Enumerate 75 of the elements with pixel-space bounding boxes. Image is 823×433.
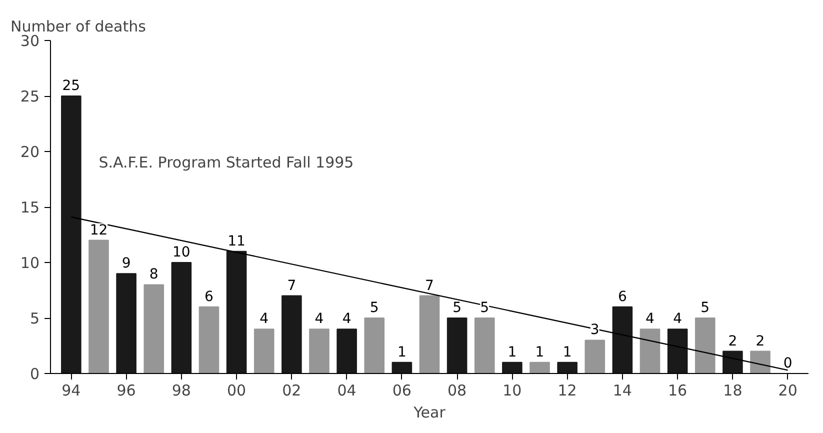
y-tick-label: 20 — [20, 143, 40, 161]
bar — [116, 273, 136, 374]
x-tick-label: 12 — [558, 382, 577, 400]
x-tick-label: 04 — [337, 382, 356, 400]
data-label: 8 — [149, 266, 158, 283]
data-label: 25 — [62, 78, 80, 94]
bar — [530, 362, 550, 374]
bar — [226, 250, 247, 374]
data-label: 12 — [90, 222, 108, 238]
data-label: 4 — [314, 311, 324, 328]
bar — [502, 362, 522, 374]
data-label: 4 — [646, 311, 655, 328]
data-label: 0 — [783, 356, 792, 372]
data-label: 1 — [397, 344, 406, 360]
data-label: 6 — [618, 288, 627, 305]
data-label: 5 — [700, 300, 710, 316]
x-tick-label: 08 — [448, 382, 467, 400]
y-tick-label: 25 — [20, 88, 40, 106]
bar — [640, 328, 660, 374]
bar — [667, 328, 688, 374]
bar — [557, 362, 578, 374]
data-label: 11 — [228, 233, 246, 250]
data-label: 1 — [535, 344, 544, 360]
data-label: 1 — [508, 344, 517, 360]
bar — [694, 318, 716, 374]
data-label: 7 — [287, 278, 296, 294]
bar — [61, 96, 82, 374]
bar — [750, 350, 770, 374]
x-tick-label: 16 — [668, 382, 688, 400]
bar — [446, 318, 468, 374]
data-label: 4 — [342, 311, 352, 328]
x-tick-label: 20 — [778, 382, 798, 400]
bar — [144, 284, 164, 374]
x-tick-label: 10 — [502, 382, 522, 400]
x-tick-label: 14 — [612, 382, 632, 400]
data-label: 5 — [480, 300, 490, 316]
bar — [474, 318, 495, 374]
bar — [254, 328, 274, 374]
y-tick-label: 5 — [30, 310, 40, 328]
x-tick-label: 94 — [62, 382, 81, 400]
data-label: 3 — [590, 322, 600, 338]
bar — [419, 295, 440, 374]
bar — [309, 328, 330, 374]
x-tick-label: 18 — [723, 382, 742, 400]
data-label: 9 — [122, 256, 131, 272]
data-label: 10 — [172, 244, 190, 260]
annotation: S.A.F.E. Program Started Fall 1995 — [98, 153, 354, 172]
x-tick-label: 96 — [116, 382, 136, 400]
data-label: 4 — [673, 311, 682, 328]
x-tick-label: 02 — [282, 382, 302, 400]
bar — [612, 306, 633, 374]
x-tick-label: 06 — [392, 382, 412, 400]
bar — [722, 350, 743, 374]
data-label: 7 — [425, 278, 434, 294]
bar — [392, 362, 412, 374]
data-label: 2 — [728, 333, 738, 350]
y-tick-label: 0 — [30, 365, 40, 383]
data-label: 2 — [756, 333, 765, 350]
x-tick-label: 98 — [172, 382, 191, 400]
y-tick-label: 15 — [20, 198, 40, 216]
data-label: 1 — [562, 344, 572, 360]
data-label: 5 — [370, 300, 379, 316]
bar — [88, 240, 109, 374]
x-tick-label: 00 — [227, 382, 246, 400]
bar — [336, 328, 357, 374]
bar — [584, 340, 606, 374]
x-axis-title: Year — [412, 404, 446, 422]
data-label: 5 — [452, 300, 462, 316]
data-label: 6 — [204, 288, 214, 305]
y-tick-label: 10 — [20, 254, 40, 272]
bar — [198, 306, 220, 374]
bar — [282, 295, 302, 374]
data-label: 4 — [260, 311, 269, 328]
bar — [364, 318, 385, 374]
bar — [171, 262, 192, 374]
